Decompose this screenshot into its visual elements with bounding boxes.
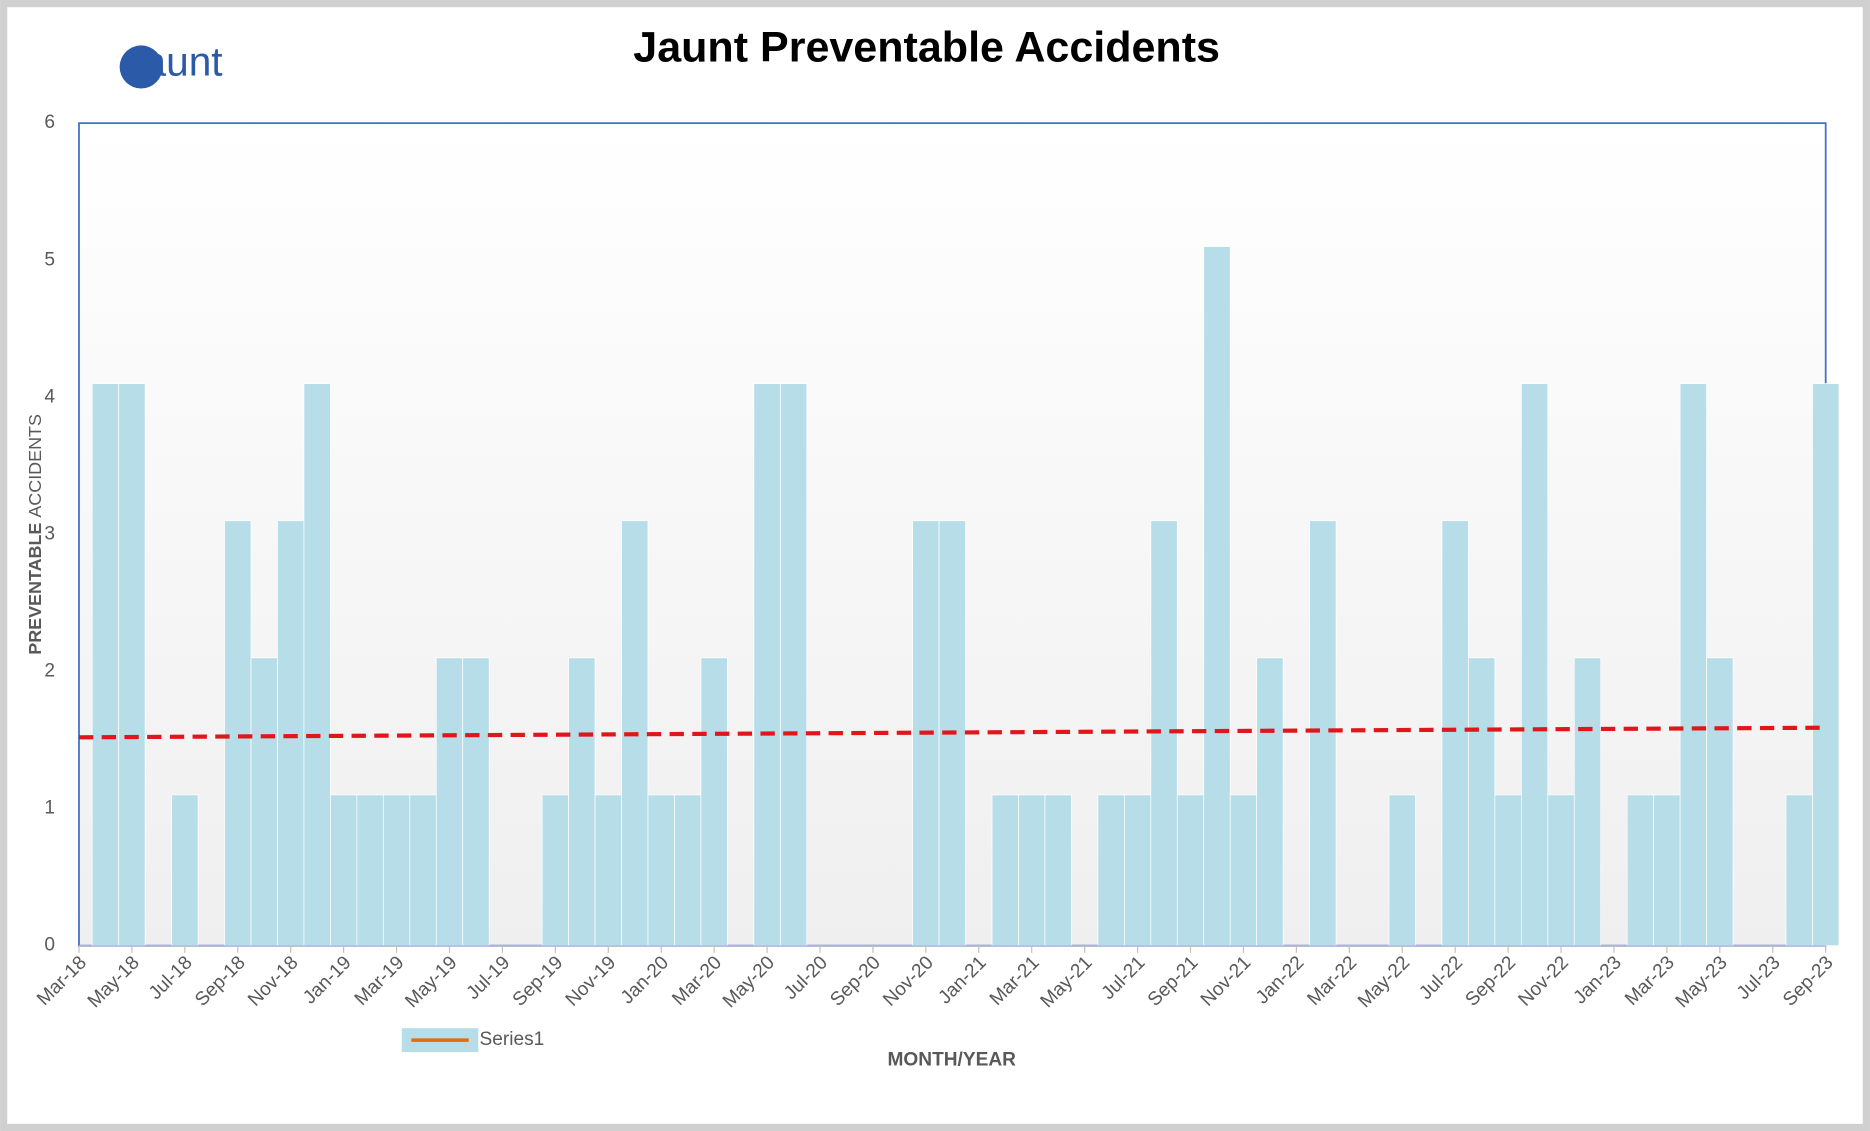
bar: [1256, 657, 1284, 947]
bar: [1097, 794, 1125, 947]
legend-label: Series1: [479, 1029, 544, 1050]
bar: [753, 383, 781, 947]
bar: [382, 794, 411, 947]
bar: [1573, 657, 1602, 947]
bar: [118, 383, 146, 947]
y-tick-label: 1: [44, 798, 55, 819]
y-axis-label: PREVENTABLE ACCIDENTS: [25, 414, 45, 655]
bar: [303, 383, 331, 947]
y-axis-label-rest: ACCIDENTS: [25, 414, 45, 518]
bar: [1653, 794, 1681, 947]
bar: [1044, 794, 1072, 947]
bar: [171, 794, 199, 947]
bar: [1679, 383, 1707, 947]
bar: [1203, 246, 1231, 947]
bar: [1547, 794, 1575, 947]
bar: [1520, 383, 1549, 947]
y-tick-label: 0: [44, 935, 55, 956]
y-tick-label: 2: [44, 661, 55, 682]
y-tick-label: 5: [44, 249, 55, 270]
x-axis-label: MONTH/YEAR: [888, 1050, 1017, 1071]
bar: [409, 794, 437, 947]
bar: [541, 794, 569, 947]
bar: [356, 794, 384, 947]
bar: [1785, 794, 1813, 947]
bar: [250, 657, 278, 947]
bar: [1018, 794, 1046, 947]
bar: [1626, 794, 1655, 947]
y-axis-label-bold: PREVENTABLE: [25, 523, 45, 655]
logo-mark: [119, 45, 163, 89]
y-tick-label: 6: [44, 112, 55, 133]
bar: [700, 657, 728, 947]
chart-title: Jaunt Preventable Accidents: [633, 24, 1220, 72]
y-tick-label: 3: [44, 523, 55, 544]
bar: [1309, 520, 1337, 947]
bar: [435, 657, 464, 947]
bar: [1812, 383, 1840, 947]
bar: [1176, 794, 1205, 947]
legend: Series1: [401, 1028, 544, 1053]
bar: [224, 520, 252, 947]
bar: [330, 794, 358, 947]
logo: Jaunt: [123, 38, 222, 84]
bar: [568, 657, 596, 947]
bar: [1468, 657, 1496, 947]
bar: [1124, 794, 1152, 947]
bar: [1229, 794, 1258, 947]
bar: [277, 520, 305, 947]
bar: [647, 794, 675, 947]
bar: [594, 794, 622, 947]
bar: [1441, 520, 1469, 947]
bar: [674, 794, 702, 947]
bar: [91, 383, 120, 947]
bar: [1388, 794, 1416, 947]
y-tick-label: 4: [44, 386, 55, 407]
bar: [462, 657, 490, 947]
trendline: [78, 725, 1826, 740]
bar: [1706, 657, 1734, 947]
bar: [1494, 794, 1522, 947]
bar: [991, 794, 1019, 947]
bar: [779, 383, 808, 947]
